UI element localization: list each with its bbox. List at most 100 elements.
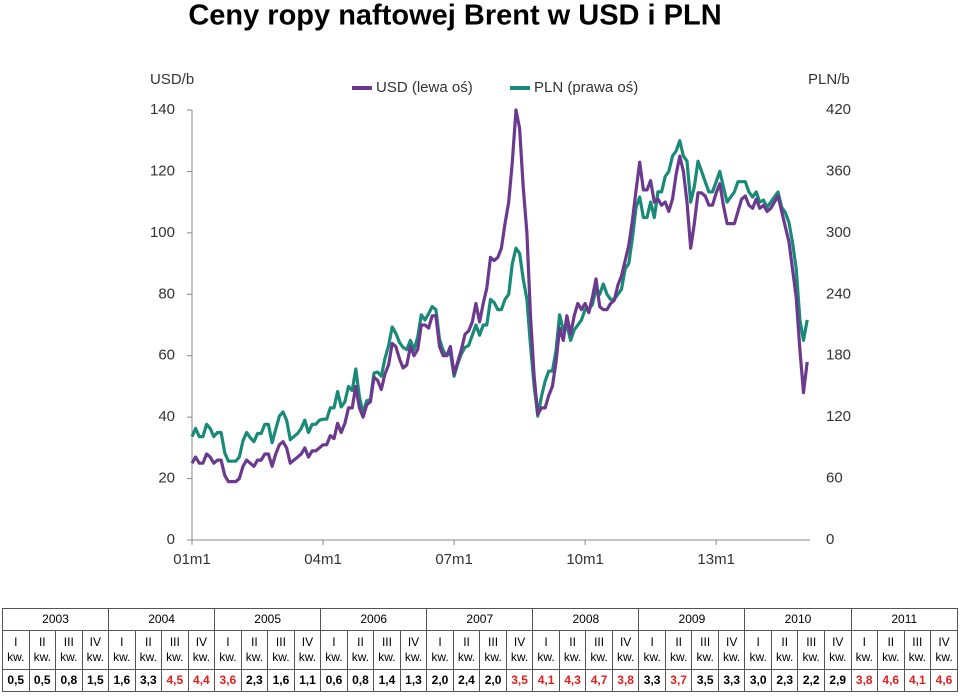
value-cell: 1,4 xyxy=(373,669,401,692)
quarter-label: III xyxy=(594,635,605,649)
quarter-label: III xyxy=(912,635,923,649)
quarter-label: I xyxy=(756,635,760,649)
y2-tick-label: 300 xyxy=(826,224,851,241)
quarter-cell: II kw. xyxy=(134,630,163,670)
quarter-label: I xyxy=(438,635,442,649)
quarter-label: IV xyxy=(619,635,632,649)
year-cell: 2008 xyxy=(532,608,640,631)
value-cell: 4,1 xyxy=(532,669,560,692)
quarter-unit: kw. xyxy=(33,650,51,664)
quarter-label: II xyxy=(463,635,470,649)
quarter-cell: II kw. xyxy=(452,630,481,670)
value-cell: 0,5 xyxy=(28,669,57,692)
value-cell: 0,8 xyxy=(55,669,83,692)
quarter-unit: kw. xyxy=(882,650,900,664)
quarter-cell: IV kw. xyxy=(930,630,958,670)
quarter-unit: kw. xyxy=(590,650,608,664)
y-tick-label: 100 xyxy=(150,224,175,241)
quarter-unit: kw. xyxy=(696,650,714,664)
quarter-unit: kw. xyxy=(7,650,25,664)
value-cell: 1,1 xyxy=(293,669,322,692)
y2-tick-label: 0 xyxy=(826,531,834,548)
quarter-unit: kw. xyxy=(60,650,78,664)
y-tick-label: 80 xyxy=(158,285,175,302)
quarter-label: II xyxy=(887,635,895,649)
quarter-unit: kw. xyxy=(616,650,635,664)
y2-tick-label: 180 xyxy=(826,347,851,364)
year-row: 2003 2004 2005 2006 2007 2008 2009 2010 2011 xyxy=(1,608,958,631)
quarter-unit: kw. xyxy=(86,650,104,664)
value-cell: 2,0 xyxy=(426,669,454,692)
value-cell: 4,4 xyxy=(187,669,216,692)
quarter-cell: II kw. xyxy=(240,630,269,670)
quarter-label: III xyxy=(381,635,392,649)
quarter-cell: II kw. xyxy=(558,630,587,670)
quarter-unit: kw. xyxy=(723,650,741,664)
quarter-cell: II kw. xyxy=(28,630,57,670)
year-cell: 2005 xyxy=(214,608,322,631)
value-cell: 2,3 xyxy=(240,669,269,692)
value-row: 0,5 0,5 0,8 1,5 1,6 3,3 4,5 4,4 3,6 2,3 1,6 1,1 0,6 0… xyxy=(2,669,958,692)
y2-tick-label: 360 xyxy=(826,162,851,179)
quarter-unit: kw. xyxy=(378,650,396,664)
quarter-unit: kw. xyxy=(669,650,688,664)
quarter-label: I xyxy=(14,635,18,649)
quarter-label: I xyxy=(650,635,654,649)
quarter-cell: III kw. xyxy=(161,630,189,670)
quarter-label: IV xyxy=(195,635,208,649)
value-cell: 3,8 xyxy=(611,669,640,692)
quarter-label: I xyxy=(544,635,548,649)
legend-label: USD (lewa oś) xyxy=(376,79,473,96)
quarter-cell: IV kw. xyxy=(505,630,534,670)
series-line xyxy=(190,108,809,484)
quarter-unit: kw. xyxy=(431,650,449,664)
y2-axis-label: PLN/b xyxy=(808,71,850,88)
quarter-unit: kw. xyxy=(935,650,953,664)
chart-title: Ceny ropy naftowej Brent w USD i PLN xyxy=(188,0,721,32)
quarter-unit: kw. xyxy=(404,650,423,664)
value-cell: 3,5 xyxy=(691,669,719,692)
value-cell: 4,3 xyxy=(558,669,587,692)
quarter-label: III xyxy=(63,635,74,649)
year-cell: 2006 xyxy=(320,608,428,631)
quarter-cell: II kw. xyxy=(877,630,905,670)
quarter-label: III xyxy=(275,635,286,649)
quarter-unit: kw. xyxy=(829,650,847,664)
value-cell: 0,5 xyxy=(2,669,30,692)
chart: Ceny ropy naftowej Brent w USD i PLN USD… xyxy=(150,0,851,568)
value-cell: 3,6 xyxy=(214,669,242,692)
quarter-label: II xyxy=(145,635,152,649)
year-cell: 2007 xyxy=(426,608,534,631)
quarter-unit: kw. xyxy=(776,650,794,664)
quarter-label: II xyxy=(38,635,46,649)
y-axis-label: USD/b xyxy=(150,71,194,88)
x-tick-label: 10m1 xyxy=(566,551,604,568)
quarter-cell: III kw. xyxy=(373,630,401,670)
quarter-cell: III kw. xyxy=(903,630,932,670)
value-cell: 2,3 xyxy=(770,669,799,692)
quarter-unit: kw. xyxy=(563,650,582,664)
value-cell: 4,5 xyxy=(161,669,189,692)
quarter-label: IV xyxy=(938,635,950,649)
quarter-unit: kw. xyxy=(139,650,157,664)
quarter-unit: kw. xyxy=(166,650,184,664)
quarter-unit: kw. xyxy=(113,650,131,664)
value-cell: 3,3 xyxy=(134,669,163,692)
value-cell: 3,3 xyxy=(717,669,746,692)
value-cell: 2,0 xyxy=(479,669,507,692)
value-cell: 3,0 xyxy=(744,669,772,692)
year-cell: 2010 xyxy=(744,608,852,631)
quarter-cell: III kw. xyxy=(55,630,83,670)
quarter-label: IV xyxy=(513,635,526,649)
year-cell: 2003 xyxy=(1,608,110,631)
quarter-label: I xyxy=(120,635,124,649)
quarter-label: IV xyxy=(89,635,101,649)
x-tick-label: 13m1 xyxy=(697,551,735,568)
quarter-unit: kw. xyxy=(325,650,343,664)
quarter-unit: kw. xyxy=(855,650,873,664)
quarter-label: IV xyxy=(832,635,844,649)
quarter-unit: kw. xyxy=(749,650,767,664)
y-tick-label: 140 xyxy=(150,101,175,118)
